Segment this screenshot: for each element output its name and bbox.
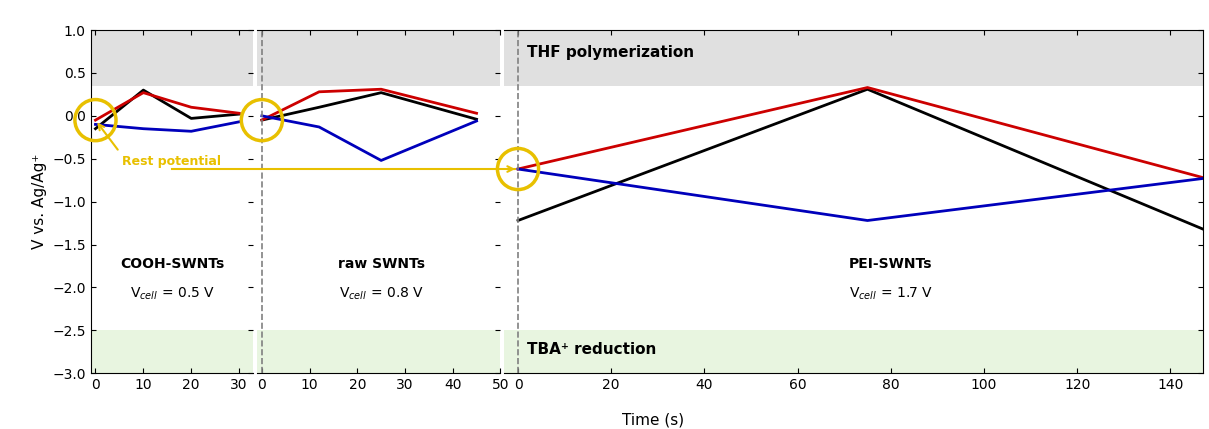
Bar bbox=[504, 330, 1203, 373]
Text: Time (s): Time (s) bbox=[621, 413, 684, 428]
Bar bbox=[91, 330, 254, 373]
Text: THF polymerization: THF polymerization bbox=[527, 45, 694, 60]
Text: V$_{cell}$ = 0.5 V: V$_{cell}$ = 0.5 V bbox=[129, 286, 215, 302]
Text: V$_{cell}$ = 0.8 V: V$_{cell}$ = 0.8 V bbox=[339, 286, 423, 302]
Text: raw SWNTs: raw SWNTs bbox=[337, 257, 424, 272]
Text: V$_{cell}$ = 1.7 V: V$_{cell}$ = 1.7 V bbox=[849, 286, 932, 302]
Bar bbox=[504, 30, 1203, 86]
Text: PEI-SWNTs: PEI-SWNTs bbox=[849, 257, 932, 272]
Bar bbox=[258, 30, 501, 86]
Y-axis label: V vs. Ag/Ag⁺: V vs. Ag/Ag⁺ bbox=[31, 154, 47, 249]
Text: Rest potential: Rest potential bbox=[122, 155, 221, 168]
Bar bbox=[258, 330, 501, 373]
Bar bbox=[91, 30, 254, 86]
Text: TBA⁺ reduction: TBA⁺ reduction bbox=[527, 342, 656, 356]
Text: COOH-SWNTs: COOH-SWNTs bbox=[120, 257, 224, 272]
